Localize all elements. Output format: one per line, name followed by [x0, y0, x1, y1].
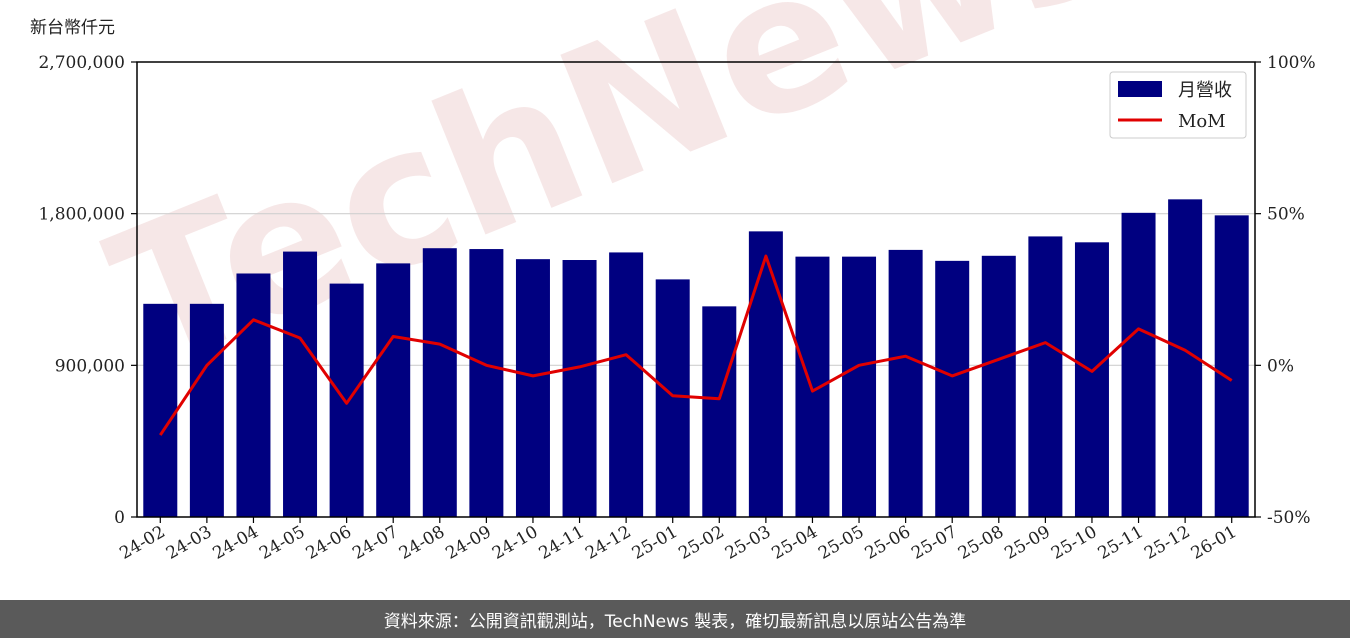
left-tick-label: 900,000 — [55, 356, 125, 376]
revenue-bar — [469, 249, 504, 518]
revenue-bar — [376, 263, 411, 517]
x-tick-label: 25-04 — [769, 522, 821, 564]
revenue-bar — [1074, 242, 1109, 517]
x-tick-label: 24-08 — [396, 522, 448, 564]
revenue-bar — [981, 255, 1016, 517]
revenue-bar — [935, 260, 970, 517]
revenue-bar — [515, 259, 550, 517]
x-tick-label: 25-08 — [955, 522, 1007, 564]
y-unit-label: 新台幣仟元 — [30, 18, 115, 38]
revenue-bar — [748, 231, 783, 517]
x-tick-label: 25-03 — [722, 522, 774, 564]
revenue-bar — [1028, 236, 1063, 517]
x-tick-label: 24-06 — [303, 522, 355, 564]
source-footer: 資料來源：公開資訊觀測站，TechNews 製表，確切最新訊息以原站公告為準 — [0, 600, 1350, 638]
legend-bar-swatch — [1118, 81, 1162, 97]
revenue-bar — [422, 248, 457, 518]
x-tick-label: 25-02 — [675, 522, 727, 564]
revenue-chart: TechNews 0900,0001,800,0002,700,000-50%0… — [30, 0, 1316, 564]
x-tick-label: 24-04 — [210, 522, 262, 564]
x-tick-label: 24-07 — [349, 522, 401, 564]
plot-frame — [136, 61, 1256, 518]
revenue-bar — [702, 306, 737, 517]
chart-area: TechNews 0 900,000 1,800,000 2,700,000 -50% 0… — [30, 0, 1316, 564]
revenue-bar — [143, 303, 178, 517]
right-tick-label: 100% — [1267, 53, 1316, 73]
x-tick-label: 25-11 — [1095, 522, 1147, 564]
right-tick-label: -50% — [1267, 508, 1311, 528]
revenue-bar — [189, 303, 224, 517]
mom-line — [159, 254, 1233, 436]
x-tick-label: 24-09 — [442, 522, 494, 564]
x-tick-label: 25-07 — [908, 522, 960, 564]
x-tick-label: 25-01 — [629, 522, 681, 564]
revenue-bar — [1214, 215, 1249, 517]
footer-text: 資料來源：公開資訊觀測站，TechNews 製表，確切最新訊息以原站公告為準 — [383, 611, 967, 632]
revenue-bar — [283, 251, 318, 518]
revenue-bar — [329, 283, 364, 517]
x-tick-label: 24-10 — [489, 522, 541, 564]
revenue-bar — [655, 279, 690, 517]
revenue-bar — [236, 273, 271, 517]
revenue-bar — [1121, 212, 1156, 517]
revenue-bar — [609, 252, 644, 518]
left-tick-label: 0 — [114, 508, 125, 528]
x-tick-label: 25-09 — [1001, 522, 1053, 564]
revenue-bar — [562, 260, 597, 517]
x-tick-label: 24-02 — [116, 522, 168, 564]
right-tick-label: 0% — [1267, 356, 1294, 376]
x-tick-label: 24-11 — [536, 522, 588, 564]
x-tick-label: 25-06 — [862, 522, 914, 564]
left-tick-label: 2,700,000 — [38, 53, 125, 73]
x-tick-label: 26-01 — [1188, 522, 1240, 564]
legend-line-label: MoM — [1178, 111, 1226, 132]
legend-bar-label: 月營收 — [1178, 80, 1232, 101]
x-tick-label: 25-10 — [1048, 522, 1100, 564]
revenue-bar — [842, 256, 877, 517]
x-tick-label: 25-12 — [1141, 522, 1193, 564]
x-tick-label: 24-03 — [163, 522, 215, 564]
right-tick-label: 50% — [1267, 205, 1305, 225]
x-tick-label: 24-05 — [256, 522, 308, 564]
x-tick-label: 24-12 — [582, 522, 634, 564]
revenue-bar — [888, 249, 923, 518]
x-tick-label: 25-05 — [815, 522, 867, 564]
left-tick-label: 1,800,000 — [38, 205, 125, 225]
